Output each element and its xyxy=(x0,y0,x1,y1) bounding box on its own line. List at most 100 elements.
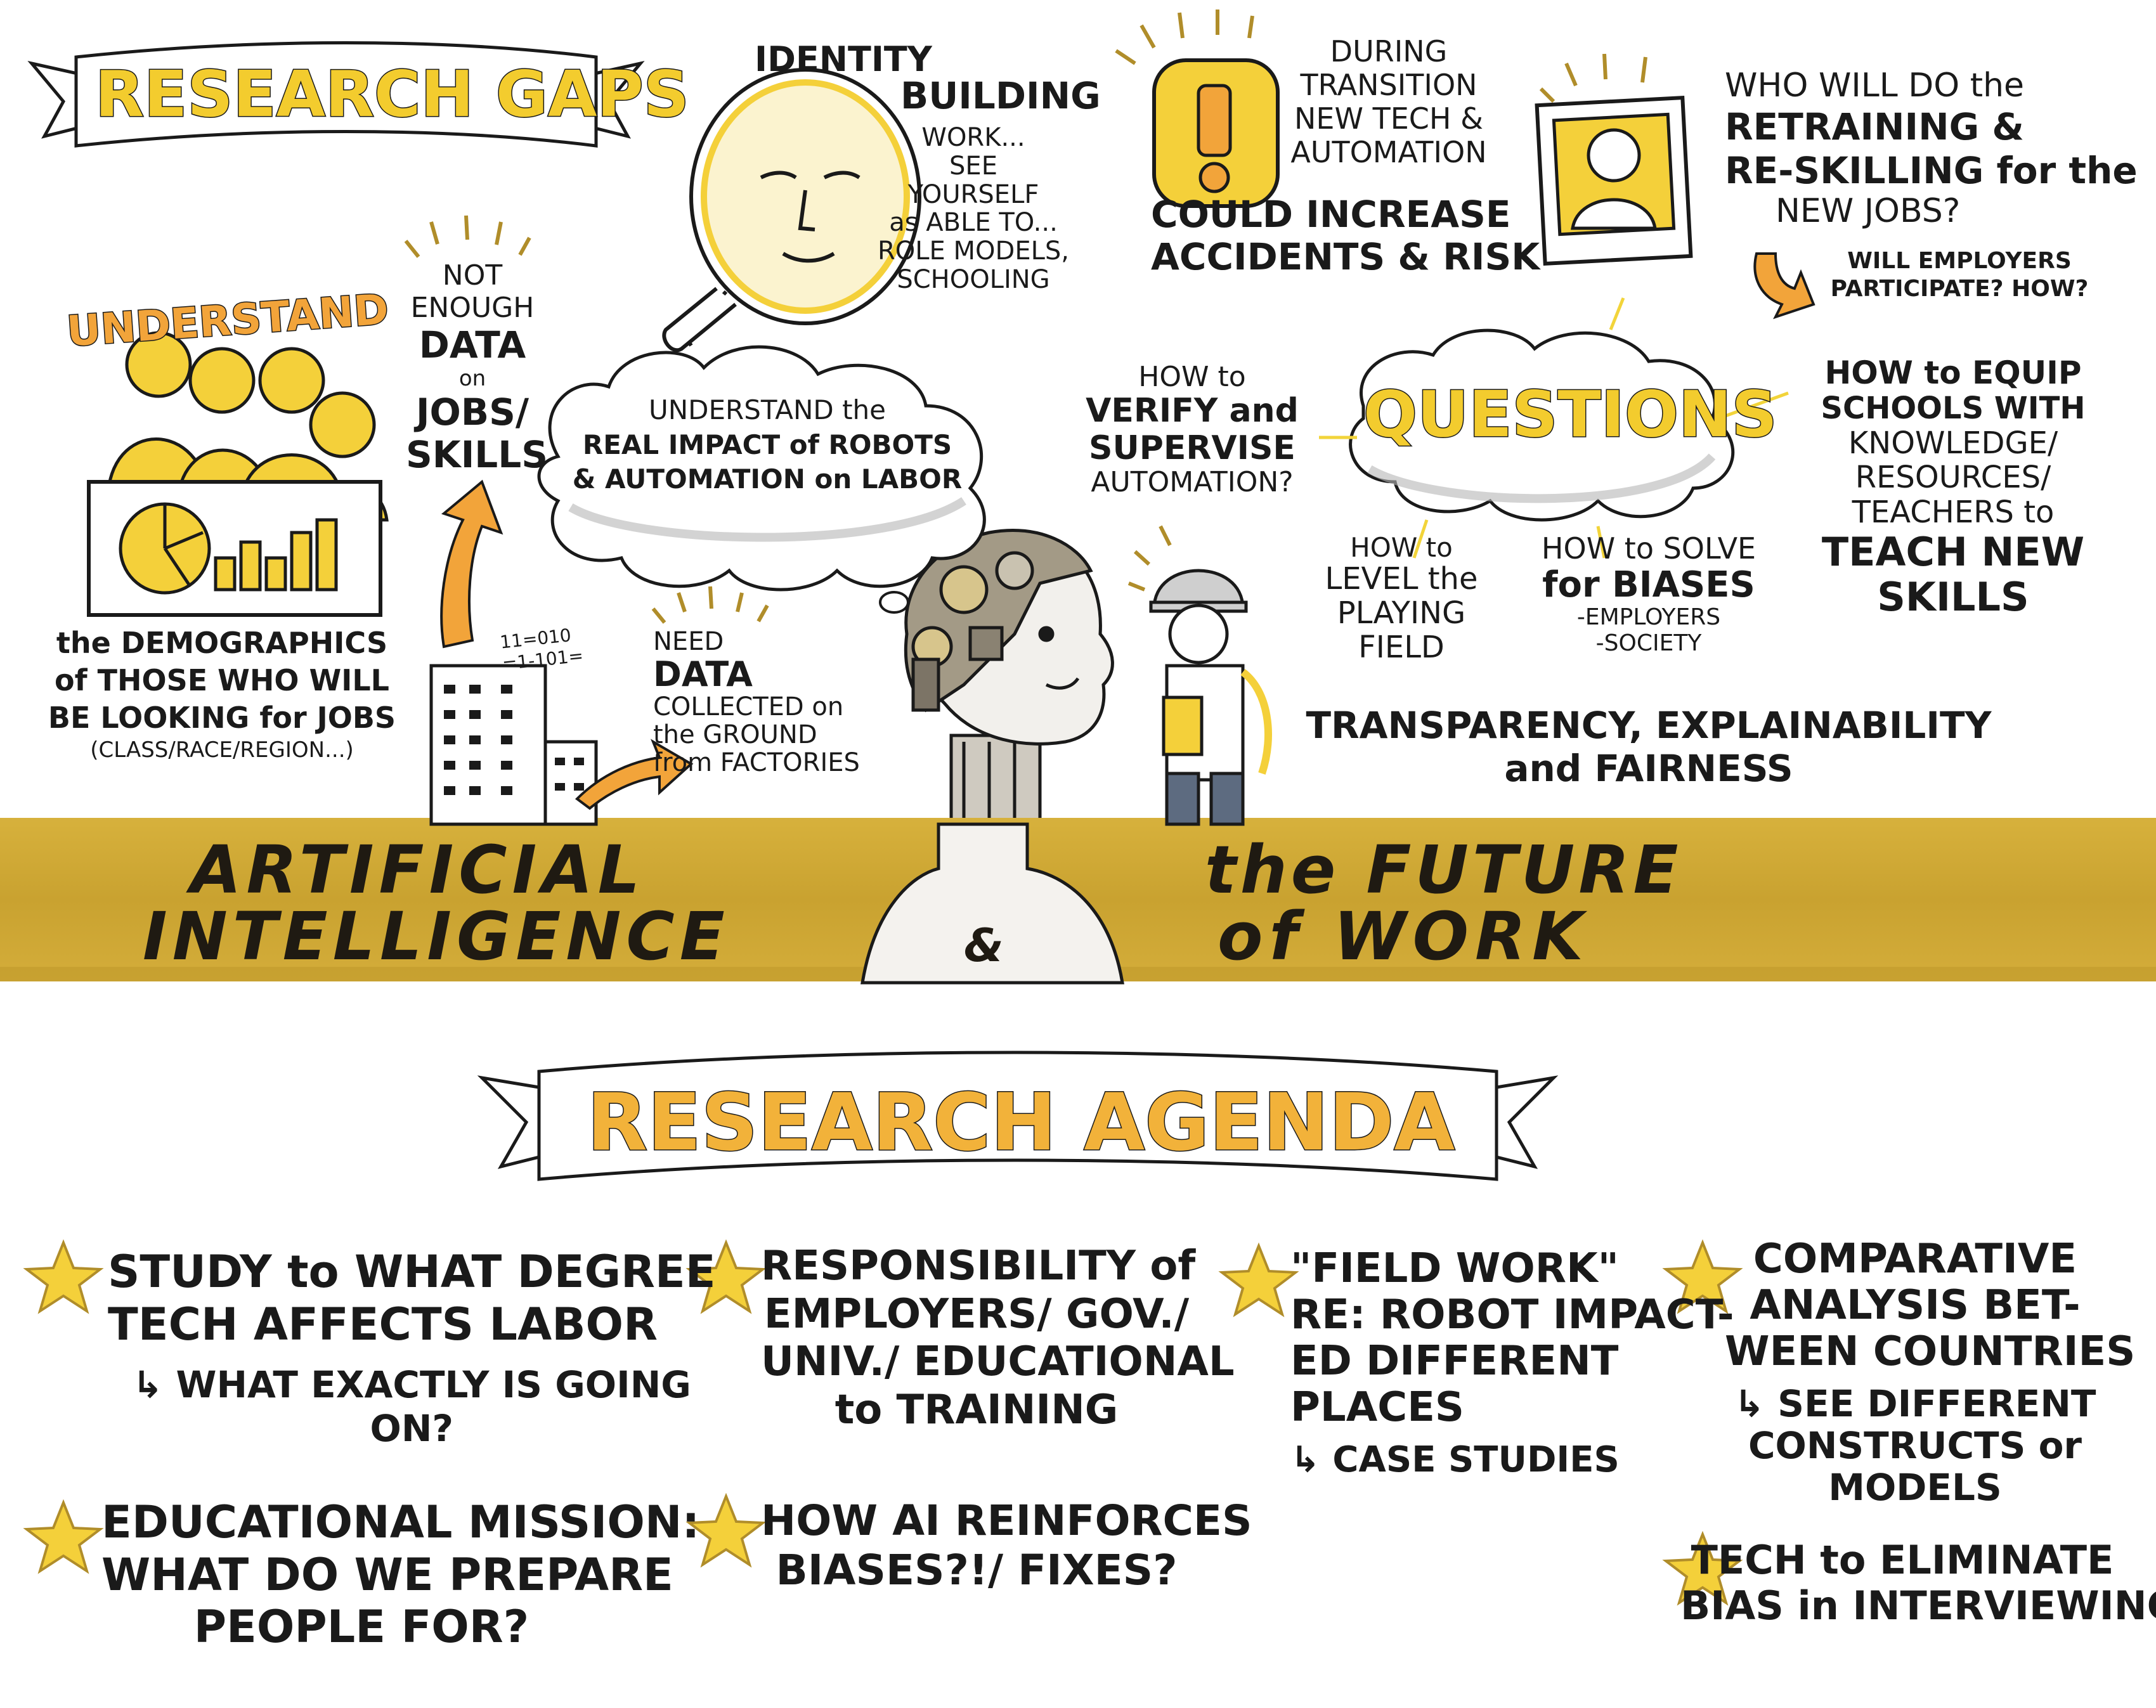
title-intelligence: INTELLIGENCE xyxy=(143,898,730,975)
research-agenda-banner-shape xyxy=(477,1051,1559,1181)
title-the-future: the FUTURE xyxy=(1205,831,1682,909)
agenda-item-tech-bias: TECH to ELIMINATE BIAS in INTERVIEWING xyxy=(1680,1537,2156,1629)
agenda-item-responsibility: RESPONSIBILITY of EMPLOYERS/ GOV./ UNIV.… xyxy=(761,1243,1235,1434)
identity-line: as ABLE TO... xyxy=(889,208,1058,238)
down-arrow-icon xyxy=(1753,252,1815,320)
level-line: LEVEL the xyxy=(1325,561,1478,597)
unknown-person-photo-icon xyxy=(1535,95,1693,266)
retrain-line: WHO WILL DO the xyxy=(1725,67,2025,105)
agenda-line: PLACES xyxy=(1290,1383,1464,1431)
nd-line: on xyxy=(458,365,486,391)
warning-exclamation-icon xyxy=(1152,58,1280,208)
demographics-line: BE LOOKING for JOBS xyxy=(48,700,396,735)
factory-building-illustration xyxy=(429,664,598,826)
increase-accidents-text: COULD INCREASE ACCIDENTS & RISK xyxy=(1151,193,1540,278)
verify-line: SUPERVISE xyxy=(1089,429,1296,467)
agenda-line: TECH to ELIMINATE xyxy=(1691,1537,2114,1583)
equip-line: SKILLS xyxy=(1877,573,2029,620)
star-icon xyxy=(23,1239,104,1314)
need-line: COLLECTED on xyxy=(653,692,844,722)
bias-line: HOW to SOLVE xyxy=(1541,531,1757,566)
demographics-line: of THOSE WHO WILL xyxy=(54,663,389,697)
right-arrow-icon xyxy=(575,739,694,810)
equip-schools-text: HOW to EQUIP SCHOOLS WITH KNOWLEDGE/ RES… xyxy=(1807,355,2099,619)
equip-line: TEACH NEW xyxy=(1821,528,2085,575)
identity-heading: IDENTITY xyxy=(755,39,932,79)
need-line: from FACTORIES xyxy=(653,748,860,778)
acc-line: TRANSITION xyxy=(1300,67,1477,102)
identity-line: SEE xyxy=(949,151,997,181)
agenda-line: TECH AFFECTS LABOR xyxy=(108,1298,658,1350)
agenda-line: EDUCATIONAL MISSION: xyxy=(101,1496,700,1548)
equip-line: TEACHERS to xyxy=(1852,495,2055,531)
photo-rays xyxy=(1539,53,1647,103)
retrain-line: RETRAINING & xyxy=(1725,105,2025,149)
research-agenda-title: RESEARCH AGENDA xyxy=(586,1077,1456,1168)
star-icon xyxy=(1662,1239,1743,1314)
title-ampersand: & xyxy=(964,919,1004,972)
agenda-line: "FIELD WORK" xyxy=(1290,1245,1619,1292)
level-line: PLAYING xyxy=(1337,595,1466,631)
need-line: NEED xyxy=(653,627,724,656)
impact-cloud-text: UNDERSTAND the REAL IMPACT of ROBOTS & A… xyxy=(564,393,970,497)
acc-line: ACCIDENTS & RISK xyxy=(1151,235,1540,278)
verify-supervise-text: HOW to VERIFY and SUPERVISE AUTOMATION? xyxy=(1065,361,1319,498)
data-rays xyxy=(404,215,531,258)
title-artificial: ARTIFICIAL xyxy=(190,831,646,909)
agenda-subline: ↳ WHAT EXACTLY IS GOING xyxy=(132,1363,691,1407)
agenda-line: COMPARATIVE xyxy=(1753,1236,2077,1283)
agenda-subline: ON? xyxy=(370,1406,454,1450)
level-line: FIELD xyxy=(1358,629,1445,665)
up-arrow-icon xyxy=(440,479,503,649)
identity-line: WORK... xyxy=(921,123,1025,152)
need-line: DATA xyxy=(653,654,753,694)
warning-rays xyxy=(1115,10,1254,65)
identity-line: YOURSELF xyxy=(907,179,1039,209)
question-spokes xyxy=(1319,297,1789,559)
worker-rays xyxy=(1127,525,1172,592)
agenda-line: ANALYSIS BET- xyxy=(1750,1281,2081,1329)
demographics-text: the DEMOGRAPHICS of THOSE WHO WILL BE LO… xyxy=(44,624,399,764)
emp-line: WILL EMPLOYERS xyxy=(1847,248,2072,274)
need-line: the GROUND xyxy=(653,720,817,750)
trans-line: and FAIRNESS xyxy=(1504,747,1793,791)
emp-line: PARTICIPATE? HOW? xyxy=(1830,275,2089,302)
agenda-subline: ↳ CASE STUDIES xyxy=(1290,1439,1620,1480)
acc-line: DURING xyxy=(1330,34,1448,68)
demographics-line: (CLASS/RACE/REGION...) xyxy=(90,737,354,763)
equip-line: SCHOOLS WITH xyxy=(1821,391,2086,426)
need-data-text: NEED DATA COLLECTED on the GROUND from F… xyxy=(653,628,881,777)
star-icon xyxy=(1662,1530,1743,1606)
equip-line: RESOURCES/ xyxy=(1855,460,2051,496)
agenda-line: HOW AI REINFORCES xyxy=(761,1496,1252,1545)
robot-bust-illustration xyxy=(860,529,1124,985)
verify-line: HOW to xyxy=(1138,361,1246,393)
questions-cloud-shape xyxy=(1349,328,1735,522)
demographics-line: the DEMOGRAPHICS xyxy=(56,626,388,660)
employers-participate-text: WILL EMPLOYERS PARTICIPATE? HOW? xyxy=(1820,247,2099,303)
verify-line: VERIFY and xyxy=(1086,392,1299,430)
agenda-line: STUDY to WHAT DEGREE xyxy=(108,1246,716,1298)
title-of-work: of WORK xyxy=(1218,898,1590,975)
acc-line: NEW TECH & xyxy=(1294,101,1483,136)
retraining-text: WHO WILL DO the RETRAINING & RE-SKILLING… xyxy=(1725,67,2138,231)
level-line: HOW to xyxy=(1350,532,1453,563)
cloud-line: & AUTOMATION on LABOR xyxy=(572,463,963,495)
agenda-line: PEOPLE FOR? xyxy=(193,1601,529,1653)
level-field-text: HOW to LEVEL the PLAYING FIELD xyxy=(1306,533,1497,664)
binary-data-text: 11=010 =1-101= xyxy=(499,623,585,674)
star-icon xyxy=(685,1492,767,1568)
acc-line: COULD INCREASE xyxy=(1151,193,1511,236)
bias-line: for BIASES xyxy=(1542,564,1755,605)
agenda-line: ED DIFFERENT xyxy=(1290,1337,1619,1385)
star-icon xyxy=(685,1239,767,1314)
agenda-line: BIAS in INTERVIEWING xyxy=(1680,1582,2156,1629)
agenda-subline: MODELS xyxy=(1828,1466,2002,1510)
agenda-line: UNIV./ EDUCATIONAL xyxy=(761,1338,1235,1386)
need-data-rays xyxy=(651,586,769,624)
worker-inspector-illustration xyxy=(1149,569,1272,826)
cloud-line: REAL IMPACT of ROBOTS xyxy=(582,429,952,460)
nd-line: ENOUGH xyxy=(410,291,535,324)
